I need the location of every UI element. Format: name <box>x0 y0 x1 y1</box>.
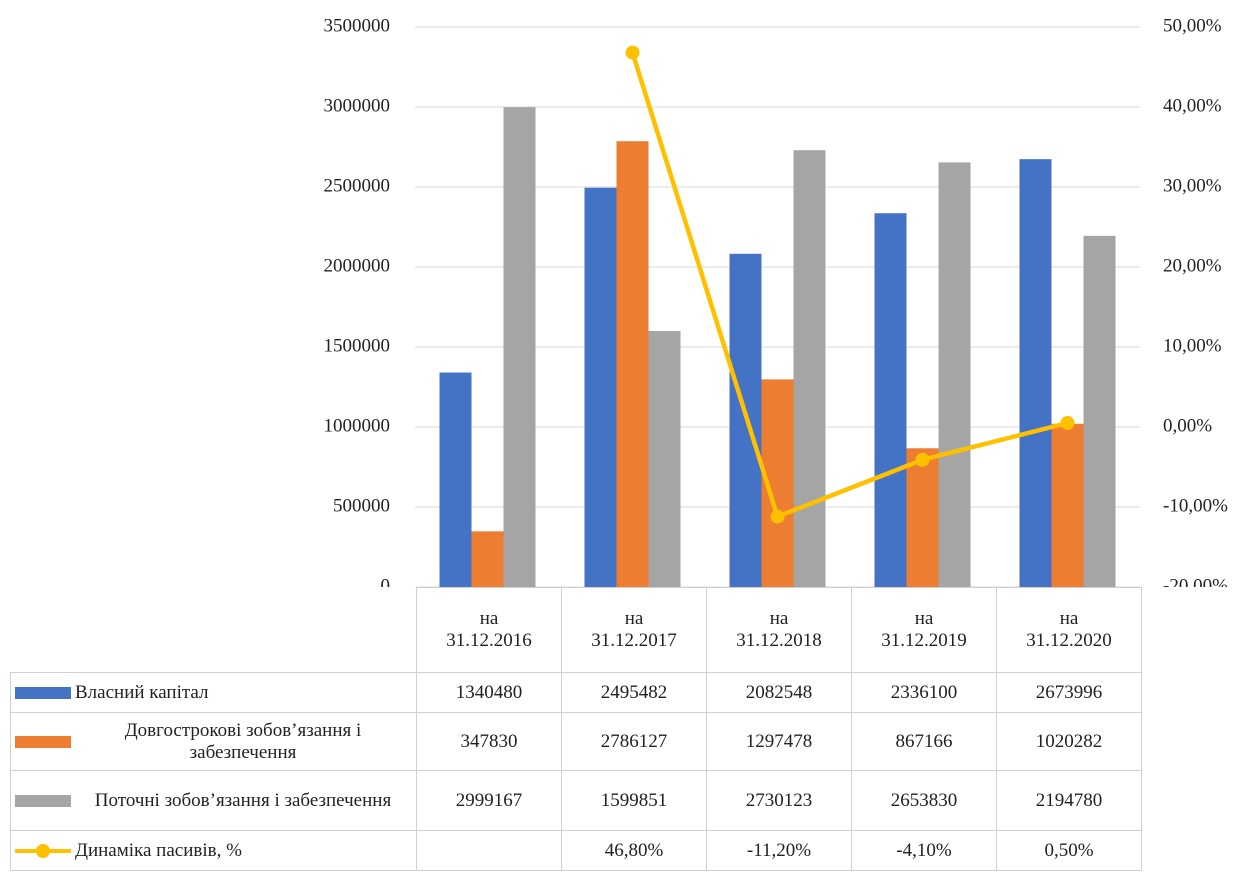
table-value: 347830 <box>416 712 562 771</box>
bar <box>471 531 504 587</box>
table-value: 1020282 <box>996 712 1142 771</box>
legend-label: Довгострокові зобов’язання і забезпеченн… <box>124 719 362 763</box>
y-tick-label: 500000 <box>333 495 390 516</box>
table-value: 867166 <box>851 712 997 771</box>
chart: 0 500000 1000000 1500000 2000000 2500000 30000… <box>324 15 1228 587</box>
table-value: 2082548 <box>706 672 852 713</box>
corner-cell <box>11 588 417 673</box>
y2-tick-label: 0,00% <box>1163 415 1212 436</box>
bar <box>793 150 826 587</box>
y2-tick-label: 40,00% <box>1163 95 1222 116</box>
table-value: 1599851 <box>561 770 707 831</box>
data-table: на 31.12.2016 на 31.12.2017 на 31.12.2018 н… <box>10 587 1142 871</box>
table-value: -4,10% <box>851 830 997 871</box>
y2-tick-label: 10,00% <box>1163 335 1222 356</box>
table-value: 2336100 <box>851 672 997 713</box>
y-tick-label: 3000000 <box>324 95 391 116</box>
series-row: Власний капітал 1340480 2495482 2082548 2336… <box>10 672 1142 713</box>
category-label: на 31.12.2016 <box>416 587 562 673</box>
table-value: 0,50% <box>996 830 1142 871</box>
y2-tick-label: 20,00% <box>1163 255 1222 276</box>
y-tick-label: 1500000 <box>324 335 391 356</box>
y-tick-label: 0 <box>381 575 391 587</box>
series-cell: Довгострокові зобов’язання і забезпеченн… <box>10 712 417 771</box>
table-value: 1297478 <box>706 712 852 771</box>
table-value: 2999167 <box>416 770 562 831</box>
line <box>630 51 1069 519</box>
bar <box>584 187 617 587</box>
bar <box>439 372 472 587</box>
legend-key <box>15 686 71 699</box>
y-tick-label: 2000000 <box>324 255 391 276</box>
series-cell: Власний капітал <box>10 672 417 713</box>
series-row: Динаміка пасивів, % 46,80% -11,20% -4,10% 0,… <box>10 830 1142 871</box>
series-cell: Динаміка пасивів, % <box>10 830 417 871</box>
category-label: на 31.12.2017 <box>561 587 707 673</box>
series-cell: Поточні зобов’язання і забезпечення <box>10 770 417 831</box>
bar <box>938 162 971 587</box>
y2-tick-label: 30,00% <box>1163 175 1222 196</box>
table-value: 2673996 <box>996 672 1142 713</box>
bar <box>1019 159 1052 587</box>
bar <box>1083 235 1116 587</box>
legend-key <box>15 735 71 748</box>
legend-label: Поточні зобов’язання і забезпечення <box>94 789 392 811</box>
table-value: 2653830 <box>851 770 997 831</box>
legend-label: Власний капітал <box>75 681 209 703</box>
y2-tick-label: -20,00% <box>1163 575 1228 587</box>
line-marker <box>625 45 640 60</box>
header-row: на 31.12.2016 на 31.12.2017 на 31.12.2018 н… <box>11 587 1142 673</box>
series-row: Поточні зобов’язання і забезпечення 29991… <box>10 770 1142 831</box>
legend-key <box>15 794 71 807</box>
bar <box>503 107 536 587</box>
bar <box>616 141 649 587</box>
y2-tick-label: 50,00% <box>1163 15 1222 36</box>
table-value: 2194780 <box>996 770 1142 831</box>
table-value: 46,80% <box>561 830 707 871</box>
legend-marker <box>36 843 50 858</box>
table-value: 1340480 <box>416 672 562 713</box>
line-marker <box>1060 416 1075 430</box>
table-value <box>416 830 562 871</box>
line-marker <box>770 509 785 524</box>
category-label: на 31.12.2019 <box>851 587 997 673</box>
y2-tick-label: -10,00% <box>1163 495 1228 516</box>
bar <box>874 213 907 587</box>
y-tick-label: 1000000 <box>324 415 391 436</box>
legend-label: Динаміка пасивів, % <box>75 839 242 861</box>
y-tick-label: 3500000 <box>324 15 391 36</box>
legend-key <box>15 843 71 858</box>
bar <box>1051 423 1084 587</box>
y-tick-label: 2500000 <box>324 175 391 196</box>
table-value: 2495482 <box>561 672 707 713</box>
category-label: на 31.12.2018 <box>706 587 852 673</box>
table-value: 2730123 <box>706 770 852 831</box>
series-row: Довгострокові зобов’язання і забезпеченн… <box>10 712 1142 771</box>
table-value: 2786127 <box>561 712 707 771</box>
table-value: -11,20% <box>706 830 852 871</box>
bar <box>906 448 939 587</box>
category-label: на 31.12.2020 <box>996 587 1142 673</box>
bar <box>648 331 681 587</box>
line-marker <box>915 452 930 467</box>
